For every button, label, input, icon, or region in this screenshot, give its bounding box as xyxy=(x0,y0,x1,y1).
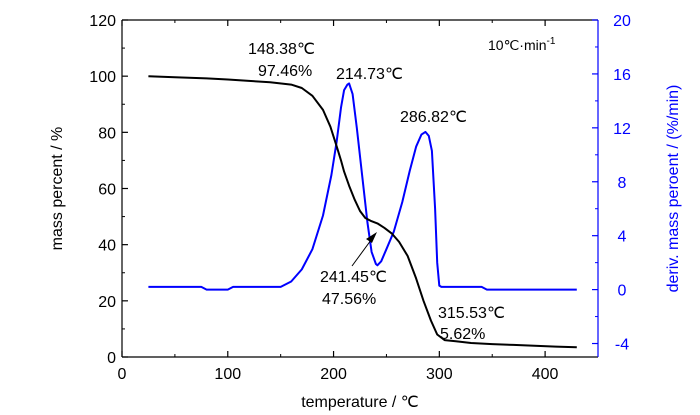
heating-rate-text: 10℃·min xyxy=(488,37,547,53)
y-left-tick-label: 100 xyxy=(89,69,116,86)
y-left-tick-label: 40 xyxy=(98,238,116,255)
tg-curve xyxy=(148,75,577,349)
y-right-tick-label: -4 xyxy=(615,337,629,354)
y-right-tick-label: 20 xyxy=(613,13,631,30)
y-left-tick-label: 60 xyxy=(98,182,116,199)
y-left-tick-label: 0 xyxy=(107,350,116,367)
annotation-arrow-head xyxy=(366,232,377,243)
y-right-tick-label: 0 xyxy=(618,283,627,300)
tg-series xyxy=(148,75,577,349)
x-tick-label: 300 xyxy=(426,366,453,383)
peak-annotations: 148.38℃ 97.46% 214.73℃ 286.82℃ 241.45℃ 4… xyxy=(248,41,505,343)
y-left-tick-label: 20 xyxy=(98,294,116,311)
annotation-241-temp: 241.45℃ xyxy=(320,269,387,286)
axis-ticks: 0 100 200 300 400 0 20 40 60 80 100 120 -4 0 4 8 12 16 20 xyxy=(89,13,631,383)
y-right-tick-label: 8 xyxy=(618,175,627,192)
x-tick-label: 400 xyxy=(532,366,559,383)
x-tick-label: 100 xyxy=(214,366,241,383)
annotation-315-mass: 5.62% xyxy=(440,326,485,343)
annotation-214-temp: 214.73℃ xyxy=(336,66,403,83)
dtg-curve xyxy=(148,82,577,291)
left-y-axis-title: mass percent / % xyxy=(49,127,66,251)
annotation-148-temp: 148.38℃ xyxy=(248,41,315,58)
x-tick-label: 200 xyxy=(320,366,347,383)
y-left-tick-label: 120 xyxy=(89,13,116,30)
annotation-286-temp: 286.82℃ xyxy=(400,109,467,126)
right-y-axis-title: deriv. mass peroent / (%/min) xyxy=(665,85,682,293)
y-right-tick-label: 12 xyxy=(613,121,631,138)
y-right-tick-label: 4 xyxy=(618,229,627,246)
annotation-148-mass: 97.46% xyxy=(258,63,312,80)
y-left-tick-label: 80 xyxy=(98,125,116,142)
x-axis-title: temperature / ℃ xyxy=(301,394,419,411)
y-right-tick-label: 16 xyxy=(613,67,631,84)
heating-rate-exponent: -1 xyxy=(547,36,556,47)
dtg-series xyxy=(148,82,577,291)
annotation-241-mass: 47.56% xyxy=(322,291,376,308)
annotation-315-temp: 315.53℃ xyxy=(438,305,505,322)
x-tick-label: 0 xyxy=(118,366,127,383)
heating-rate-label: 10℃·min-1 xyxy=(488,36,556,53)
